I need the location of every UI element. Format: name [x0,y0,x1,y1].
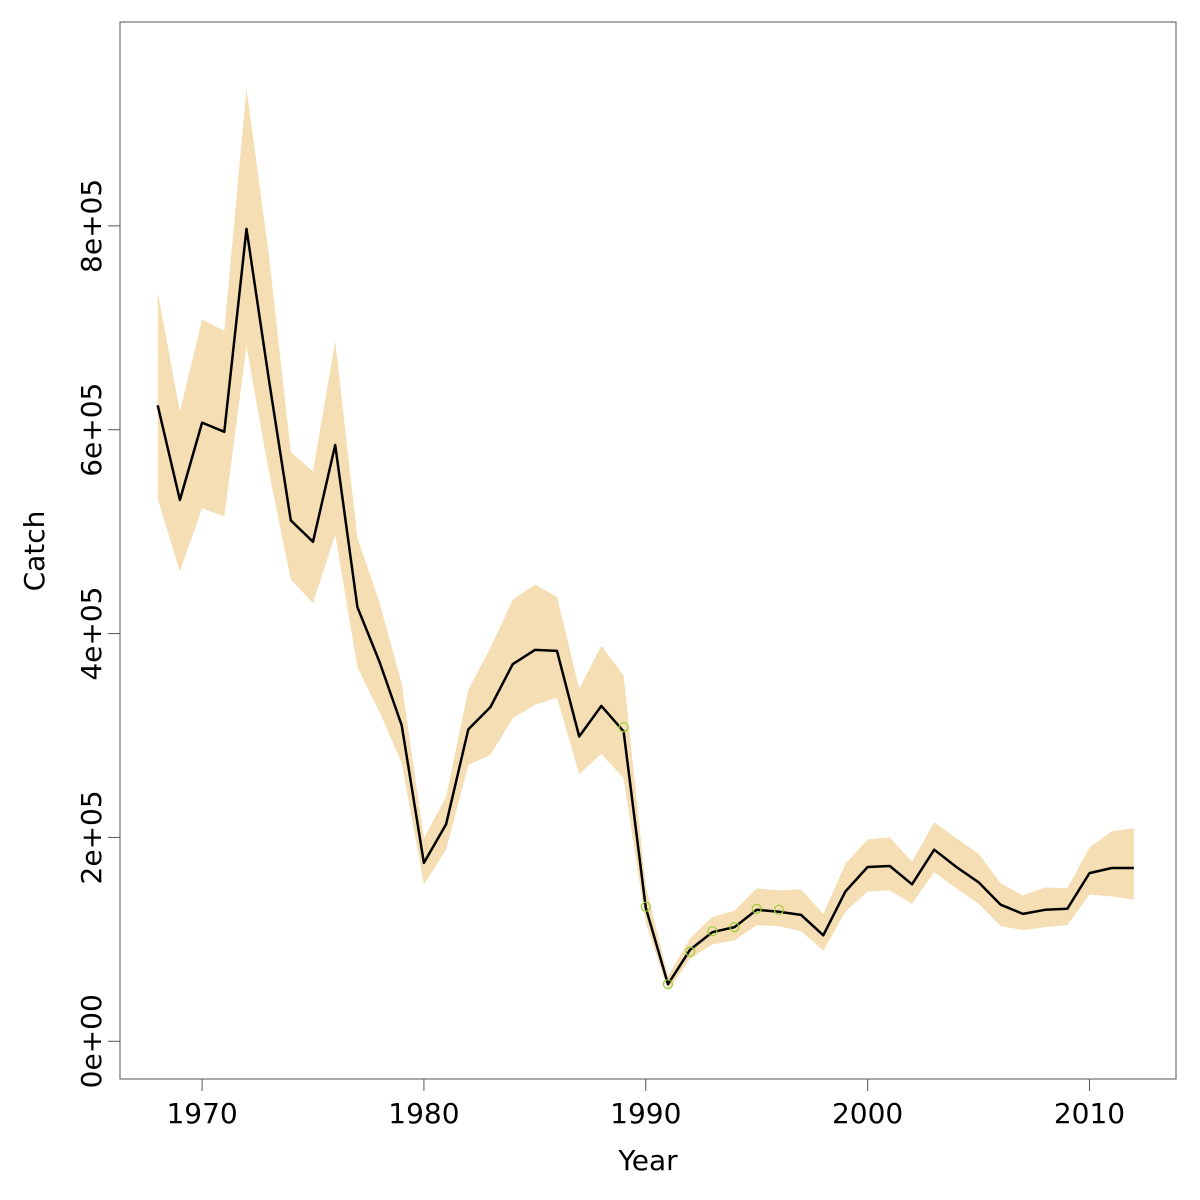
y-tick-label: 0e+00 [75,994,108,1088]
x-tick-label: 2000 [832,1097,903,1130]
confidence-band-layer [157,88,1134,991]
y-tick-label: 8e+05 [75,179,108,273]
observed-points-layer [618,722,785,990]
confidence-band [157,88,1134,991]
observed-point [773,904,785,915]
y-tick-label: 2e+05 [75,790,108,884]
x-axis-label: Year [617,1144,678,1177]
observed-point [685,946,696,957]
observed-point [618,722,629,733]
observed-point [640,901,651,912]
y-axis: 0e+00 2e+05 4e+05 6e+05 8e+05 [75,179,120,1088]
observed-point [662,979,674,990]
observed-point [729,921,740,933]
x-tick-label: 1980 [388,1097,459,1130]
observed-point [707,926,718,937]
y-tick-label: 6e+05 [75,383,108,477]
observed-point [751,903,762,914]
catch-line [156,227,1134,986]
y-axis-label: Catch [18,511,51,592]
x-axis: 1970 1980 1990 2000 2010 [166,1079,1125,1130]
x-tick-label: 2010 [1054,1097,1125,1130]
y-tick-label: 4e+05 [75,587,108,681]
plot-frame [119,21,1177,1080]
catch-line-layer [156,227,1134,986]
x-tick-label: 1970 [166,1097,237,1130]
x-tick-label: 1990 [610,1097,681,1130]
